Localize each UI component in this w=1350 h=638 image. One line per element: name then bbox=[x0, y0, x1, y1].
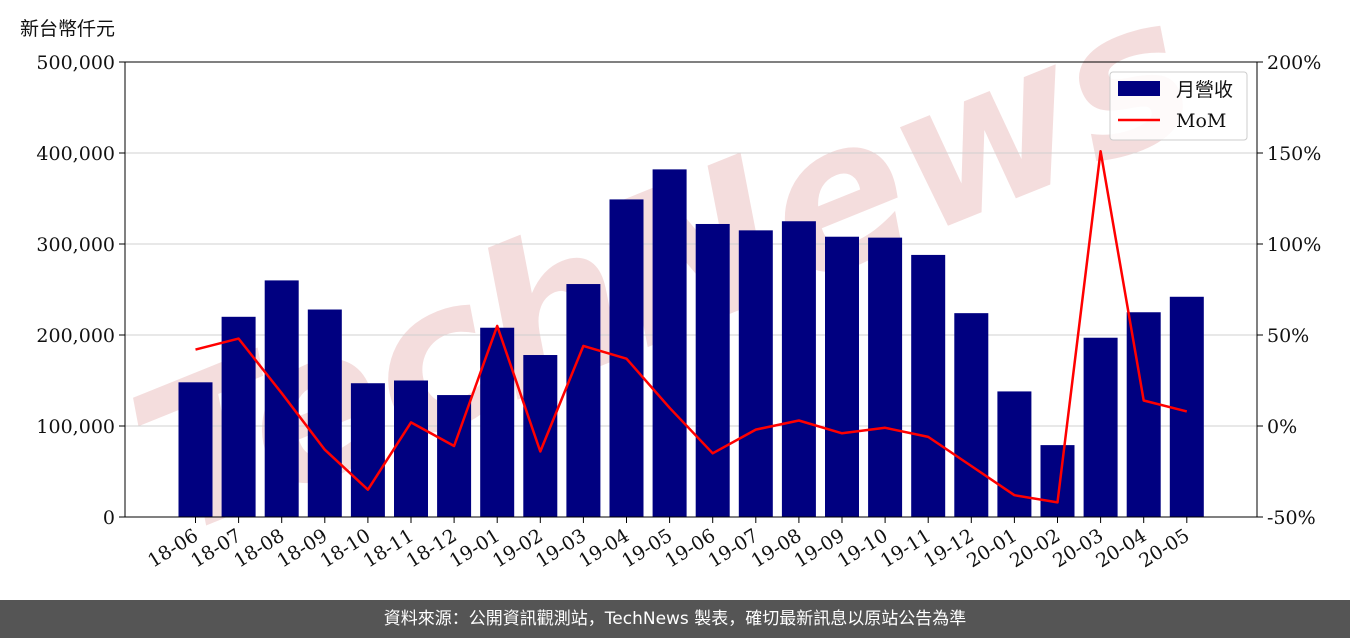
revenue-bar bbox=[394, 380, 428, 517]
revenue-bar bbox=[350, 383, 385, 517]
revenue-bar bbox=[307, 309, 342, 517]
revenue-bar bbox=[178, 382, 213, 517]
revenue-bar bbox=[221, 316, 256, 517]
legend-label-mom: MoM bbox=[1176, 110, 1226, 132]
revenue-bar bbox=[954, 313, 989, 517]
revenue-bar bbox=[825, 236, 859, 517]
y-left-tick-label: 100,000 bbox=[36, 416, 115, 438]
y-left-tick-label: 0 bbox=[103, 507, 115, 529]
y-left-tick-label: 200,000 bbox=[36, 325, 115, 347]
legend-swatch-revenue bbox=[1118, 81, 1160, 96]
revenue-bar bbox=[868, 237, 903, 517]
y-right-tick-label: 100% bbox=[1267, 234, 1321, 256]
bar-series bbox=[178, 169, 1204, 518]
revenue-chart: TechNews 0100,000200,000300,000400,00050… bbox=[36, 0, 1321, 583]
mom-line-series bbox=[195, 149, 1188, 504]
revenue-bar bbox=[523, 355, 558, 517]
revenue-bar bbox=[1083, 337, 1118, 517]
revenue-bar bbox=[1040, 445, 1075, 517]
y-right-tick-label: 0% bbox=[1267, 416, 1297, 438]
mom-line bbox=[195, 149, 1188, 504]
legend-label-revenue: 月營收 bbox=[1176, 79, 1233, 101]
footer-source-note: 資料來源：公開資訊觀測站，TechNews 製表，確切最新訊息以原站公告為準 bbox=[0, 600, 1350, 638]
y-left-tick-label: 400,000 bbox=[36, 143, 115, 165]
x-tick-label: 20-05 bbox=[1135, 525, 1193, 573]
y-axis-unit-label: 新台幣仟元 bbox=[20, 18, 116, 40]
revenue-bar bbox=[264, 280, 299, 517]
revenue-bar bbox=[652, 169, 687, 517]
revenue-bar bbox=[1126, 312, 1161, 517]
y-left-tick-label: 500,000 bbox=[36, 52, 115, 74]
y-right-tick-label: 150% bbox=[1267, 143, 1321, 165]
revenue-bar bbox=[738, 230, 773, 517]
revenue-bar bbox=[781, 221, 816, 517]
revenue-bar bbox=[1169, 296, 1204, 517]
revenue-bar bbox=[695, 223, 730, 518]
y-left-tick-label: 300,000 bbox=[36, 234, 115, 256]
legend: 月營收 MoM bbox=[1109, 71, 1248, 141]
plot-frame bbox=[124, 61, 1258, 518]
y-right-tick-label: -50% bbox=[1267, 507, 1316, 529]
y-right-tick-label: 200% bbox=[1267, 52, 1321, 74]
revenue-bar bbox=[566, 284, 601, 517]
y-right-tick-label: 50% bbox=[1267, 325, 1309, 347]
revenue-bar bbox=[911, 254, 946, 518]
